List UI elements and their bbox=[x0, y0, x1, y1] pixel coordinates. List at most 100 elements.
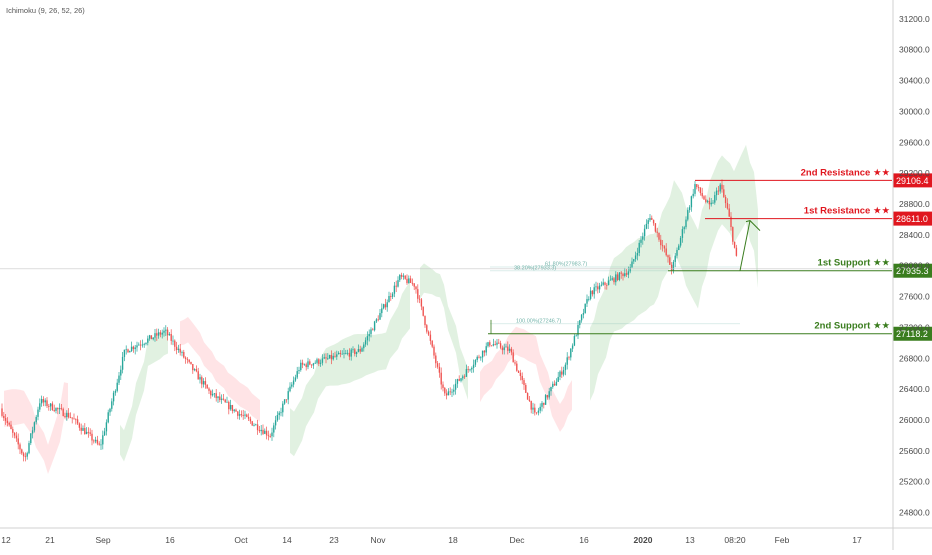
candle-body bbox=[184, 357, 187, 359]
candle-body bbox=[276, 415, 279, 421]
candle-body bbox=[498, 342, 500, 344]
candle-body bbox=[361, 348, 363, 352]
candle-body bbox=[211, 393, 214, 396]
candle-body bbox=[652, 219, 655, 224]
candle-body bbox=[647, 220, 649, 224]
candle-body bbox=[454, 383, 457, 390]
candle-body bbox=[66, 412, 68, 418]
price-tick-label: 27600.0 bbox=[899, 292, 930, 302]
candle-body bbox=[364, 340, 367, 345]
candle-body bbox=[694, 184, 696, 194]
candle-body bbox=[660, 239, 662, 246]
candle-body bbox=[87, 431, 90, 433]
candle-body bbox=[537, 410, 540, 413]
candle-body bbox=[325, 357, 327, 359]
candle-body bbox=[287, 391, 289, 400]
candle-body bbox=[642, 236, 644, 240]
candle-body bbox=[262, 429, 264, 434]
candle-body bbox=[490, 345, 493, 347]
candle-body bbox=[102, 435, 104, 445]
candle-body bbox=[687, 210, 689, 220]
candle-body bbox=[528, 399, 531, 401]
candle-body bbox=[492, 344, 495, 346]
candle-body bbox=[49, 403, 52, 407]
candle-body bbox=[514, 362, 516, 364]
candle-body bbox=[174, 340, 176, 347]
candle-body bbox=[282, 403, 284, 413]
candle-body bbox=[616, 274, 619, 280]
candle-body bbox=[478, 356, 480, 358]
candle-body bbox=[118, 375, 120, 383]
candle-body bbox=[516, 363, 518, 371]
candle-body bbox=[220, 398, 223, 400]
candle-body bbox=[37, 409, 39, 417]
candle-body bbox=[568, 357, 570, 359]
candle-body bbox=[453, 389, 455, 392]
ichimoku-cloud bbox=[4, 144, 758, 474]
candle-body bbox=[332, 355, 334, 360]
candle-body bbox=[562, 370, 565, 375]
time-tick-label: 13 bbox=[685, 535, 695, 545]
candle-body bbox=[6, 420, 9, 423]
candle-body bbox=[638, 242, 640, 253]
candle-body bbox=[366, 336, 369, 341]
price-tick-label: 31200.0 bbox=[899, 14, 930, 24]
candle-body bbox=[386, 302, 388, 308]
candle-body bbox=[1, 408, 3, 416]
candle-body bbox=[384, 304, 387, 308]
candle-body bbox=[503, 347, 505, 351]
candle-body bbox=[435, 355, 437, 364]
candle-body bbox=[337, 352, 340, 355]
candle-body bbox=[120, 369, 122, 376]
candle-body bbox=[168, 334, 171, 336]
candle-body bbox=[82, 428, 84, 431]
candle-body bbox=[271, 432, 273, 437]
level-price-value: 28611.0 bbox=[896, 214, 928, 224]
candle-body bbox=[409, 278, 412, 283]
candle-body bbox=[195, 369, 198, 372]
candle-body bbox=[139, 344, 142, 346]
candle-body bbox=[579, 320, 581, 326]
candle-body bbox=[294, 377, 297, 381]
candle-body bbox=[393, 285, 396, 294]
candle-body bbox=[487, 342, 489, 347]
candle-body bbox=[676, 249, 678, 256]
candle-body bbox=[629, 267, 631, 272]
time-axis[interactable]: 12 21 Sep 16 Oct 14 23 Nov 18 Dec 16 2020 13 08:20 Feb… bbox=[0, 527, 932, 545]
candle-body bbox=[109, 408, 111, 413]
candle-body bbox=[465, 369, 468, 377]
candle-body bbox=[485, 346, 487, 353]
candle-body bbox=[552, 383, 554, 387]
candle-body bbox=[510, 348, 513, 353]
candle-body bbox=[156, 333, 158, 336]
candle-body bbox=[35, 416, 37, 423]
candle-body bbox=[667, 255, 669, 258]
price-tick-label: 26800.0 bbox=[899, 353, 930, 363]
level-label: 1st Support ★★ bbox=[818, 258, 890, 269]
candle-body bbox=[64, 416, 66, 418]
candle-body bbox=[442, 384, 444, 388]
candle-body bbox=[219, 396, 221, 400]
candle-body bbox=[130, 346, 133, 351]
candle-body bbox=[483, 350, 486, 353]
price-axis[interactable]: 31200.0 30800.0 30400.0 30000.0 29600.0 29200… bbox=[892, 0, 930, 550]
candle-body bbox=[291, 384, 293, 387]
candle-body bbox=[247, 416, 250, 419]
candle-body bbox=[714, 195, 716, 203]
candle-body bbox=[292, 380, 295, 385]
candle-body bbox=[127, 349, 129, 353]
candle-body bbox=[474, 359, 477, 365]
candle-body bbox=[235, 409, 237, 412]
candle-body bbox=[143, 343, 145, 345]
candle-body bbox=[138, 344, 140, 346]
candle-body bbox=[10, 424, 12, 430]
candle-body bbox=[179, 348, 181, 353]
level-price-tag bbox=[893, 211, 932, 226]
candle-body bbox=[339, 352, 342, 354]
candle-body bbox=[321, 358, 324, 363]
candle-body bbox=[701, 193, 703, 197]
candle-body bbox=[238, 414, 241, 416]
candle-body bbox=[463, 376, 466, 378]
